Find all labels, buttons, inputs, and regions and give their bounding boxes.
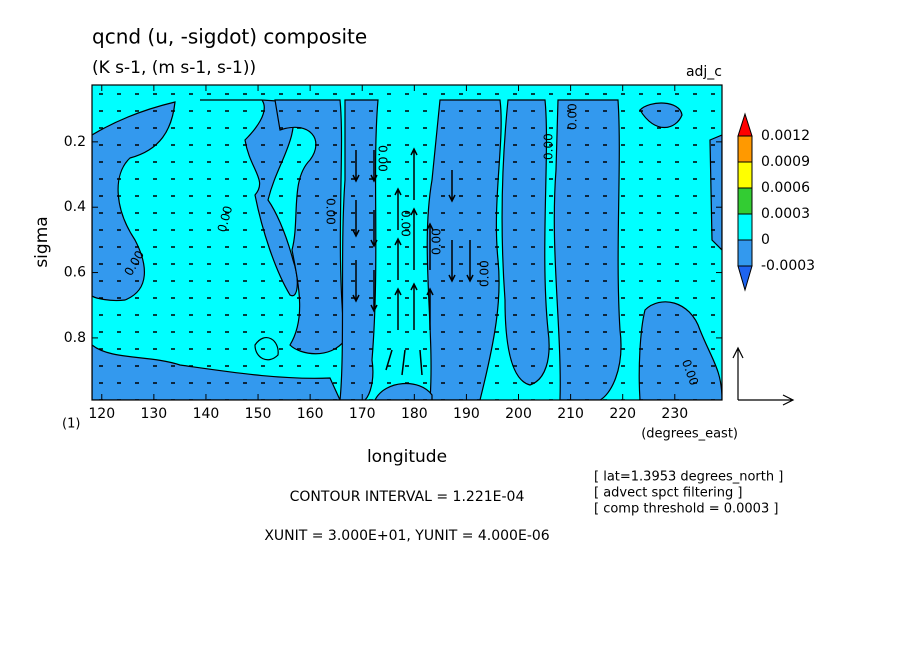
contour-label: 0.00 xyxy=(478,260,492,287)
plot-frame xyxy=(91,84,723,401)
vector-arrows xyxy=(394,147,434,330)
y-tick-label: 0.8 xyxy=(64,330,86,346)
vector-units: XUNIT = 3.000E+01, YUNIT = 4.000E-06 xyxy=(264,528,549,544)
x-tick-label: 160 xyxy=(297,406,324,422)
x-tick-label: 200 xyxy=(505,406,532,422)
contour-label: 0.00 xyxy=(399,210,413,237)
note: [ comp threshold = 0.0003 ] xyxy=(594,502,778,517)
x-axis-label: longitude xyxy=(367,447,447,467)
contour-label: 0.00 xyxy=(215,204,235,233)
colorbar-box xyxy=(737,239,753,267)
plot-area: 0.00 0.00 0.00 0.00 0.00 0.00 0.00 0.00 … xyxy=(92,85,722,400)
y-tick-label: 0.2 xyxy=(64,134,86,150)
x-tick-label: 140 xyxy=(193,406,220,422)
chart-subtitle: (K s-1, (m s-1, s-1)) xyxy=(92,58,256,78)
colorbar-box xyxy=(737,187,753,215)
vector-arrows xyxy=(352,150,378,313)
vector-field xyxy=(92,85,722,400)
colorbar-label: 0.0009 xyxy=(761,154,810,170)
colorbar-triangle xyxy=(737,112,753,137)
x-tick-label: 210 xyxy=(557,406,584,422)
x-tick-label: 220 xyxy=(609,406,636,422)
colorbar-box xyxy=(737,213,753,241)
y-axis-label: sigma xyxy=(32,216,52,267)
note: [ lat=1.3953 degrees_north ] xyxy=(594,470,783,485)
y-tick-label: 0.6 xyxy=(64,265,86,281)
colorbar-triangle xyxy=(737,265,753,292)
contour-labels: 0.00 0.00 0.00 0.00 0.00 0.00 0.00 0.00 … xyxy=(122,103,702,387)
contour-label: 0.00 xyxy=(324,198,338,225)
colorbar-label: 0.0012 xyxy=(761,128,810,144)
colorbar-label: -0.0003 xyxy=(761,258,815,274)
large-vectors xyxy=(352,147,474,376)
vector-arrows xyxy=(385,170,474,376)
colorbar-box xyxy=(737,161,753,189)
x-tick-label: 150 xyxy=(245,406,272,422)
colorbar-label: 0 xyxy=(761,232,770,248)
x-tick-label: 170 xyxy=(349,406,376,422)
x-tick-label: 180 xyxy=(401,406,428,422)
x-tick-label: 130 xyxy=(140,406,167,422)
x-tick-label: 190 xyxy=(453,406,480,422)
contour-label: 0.00 xyxy=(376,145,390,172)
run-label: adj_c xyxy=(686,64,722,80)
note: [ advect spct filtering ] xyxy=(594,486,742,501)
y-tick-label: 0.4 xyxy=(64,199,86,215)
colorbar-label: 0.0003 xyxy=(761,206,810,222)
colorbar-label: 0.0006 xyxy=(761,180,810,196)
reference-vector xyxy=(732,346,795,406)
contour-label: 0.00 xyxy=(430,228,444,255)
x-tick-label: 120 xyxy=(88,406,115,422)
x-axis-unit: (degrees_east) xyxy=(641,427,738,442)
x-tick-label: 230 xyxy=(661,406,688,422)
contour-label: 0.00 xyxy=(566,103,580,130)
contour-interval: CONTOUR INTERVAL = 1.221E-04 xyxy=(290,489,525,505)
y-axis-unit: (1) xyxy=(62,417,80,432)
colorbar-box xyxy=(737,135,753,163)
contour-label: 0.00 xyxy=(542,133,556,160)
chart-title: qcnd (u, -sigdot) composite xyxy=(92,25,367,49)
